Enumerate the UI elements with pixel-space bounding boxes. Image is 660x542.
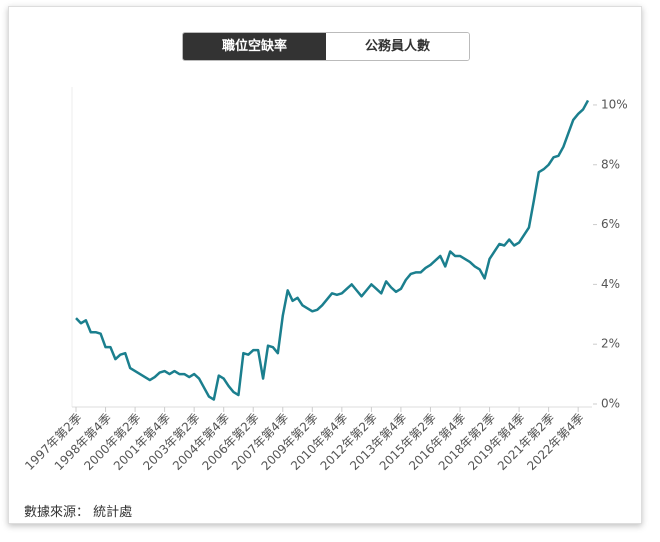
data-line [75, 99, 590, 401]
source-note: 數據來源： 統計處 [24, 505, 133, 520]
tab[interactable]: 公務員人數 [326, 33, 469, 60]
chart: 0%2%4%6%8%10%1997年第2季1998年第4季2000年第2季200… [22, 87, 628, 473]
chart-card: 職位空缺率 公務員人數 0% 2% 4% 6% 8% 10% 1997年第2季 1998年第4… [8, 6, 642, 524]
tab[interactable]: 職位空缺率 [183, 33, 326, 60]
y-tick-label: 6% [601, 217, 620, 231]
y-tick-label: 4% [601, 277, 620, 291]
y-tick-label: 10% [601, 97, 628, 111]
y-tick-label: 2% [601, 337, 620, 351]
y-tick-label: 8% [601, 157, 620, 171]
y-tick-label: 0% [601, 397, 620, 411]
tab-group: 職位空缺率 公務員人數 [182, 32, 470, 61]
